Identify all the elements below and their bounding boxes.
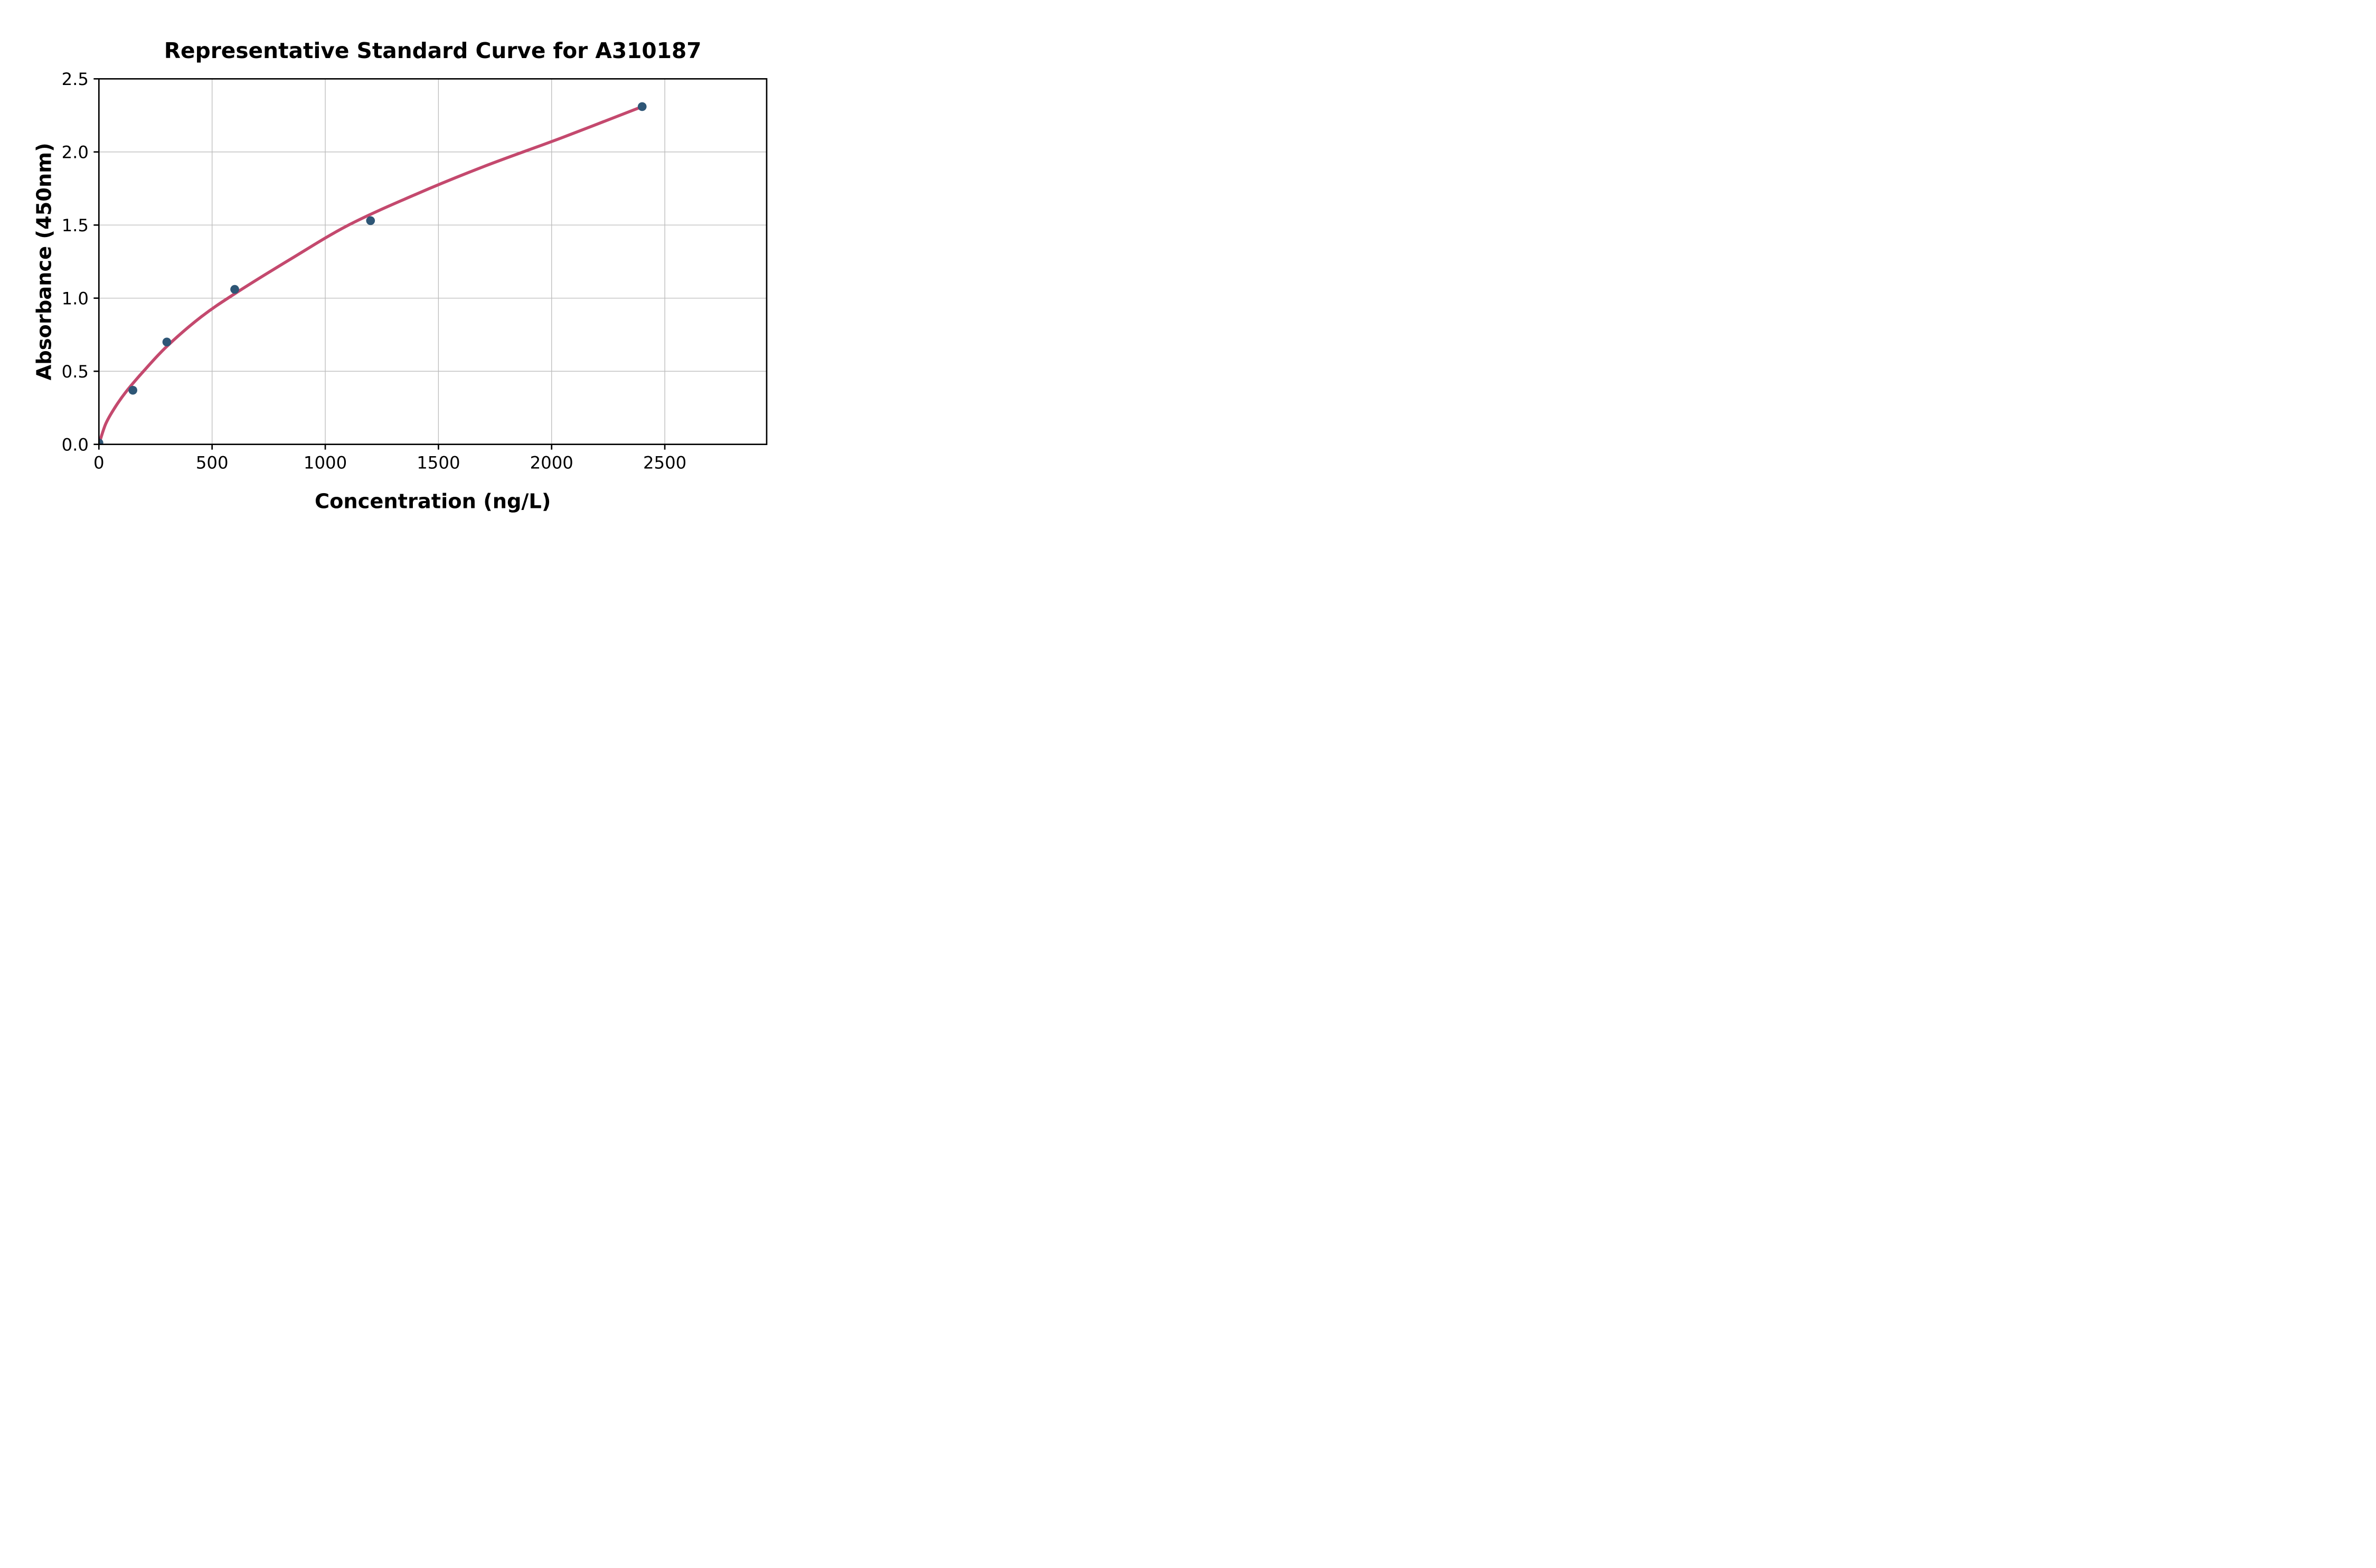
y-tick-label-2.5: 2.5 (62, 69, 89, 89)
x-tick-label-0: 0 (93, 453, 105, 473)
y-tick-label-1.0: 1.0 (62, 288, 89, 308)
y-tick-label-0.0: 0.0 (62, 434, 89, 455)
data-point-150 (128, 385, 137, 395)
y-tick-label-1.5: 1.5 (62, 215, 89, 235)
data-point-300 (162, 337, 172, 347)
chart-title: Representative Standard Curve for A31018… (164, 38, 702, 63)
standard-curve-line (99, 105, 644, 445)
y-axis-label: Absorbance (450nm) (33, 143, 56, 380)
standard-curve-figure: 0 500 1000 1500 2000 2500 0.0 0.5 1.0 1.5 2.0 2.5 R… (0, 0, 792, 523)
data-point-1200 (366, 216, 375, 225)
data-point-600 (230, 285, 239, 294)
x-tick-label-500: 500 (196, 453, 229, 473)
standard-curve-chart: 0 500 1000 1500 2000 2500 0.0 0.5 1.0 1.5 2.0 2.5 R… (33, 38, 768, 514)
y-tick-label-2.0: 2.0 (62, 142, 89, 162)
plot-layer (99, 102, 647, 445)
x-tick-label-1500: 1500 (417, 453, 460, 473)
data-point-0 (99, 438, 103, 445)
gridlines-layer (98, 78, 767, 445)
data-point-2400 (637, 102, 647, 111)
axes-layer: 0 500 1000 1500 2000 2500 0.0 0.5 1.0 1.5 2.0 2.5 (62, 69, 768, 473)
x-tick-label-2000: 2000 (530, 453, 573, 473)
x-tick-label-2500: 2500 (643, 453, 686, 473)
x-axis-label: Concentration (ng/L) (315, 490, 551, 514)
plot-border (98, 78, 768, 445)
x-tick-label-1000: 1000 (304, 453, 347, 473)
y-tick-label-0.5: 0.5 (62, 362, 89, 382)
